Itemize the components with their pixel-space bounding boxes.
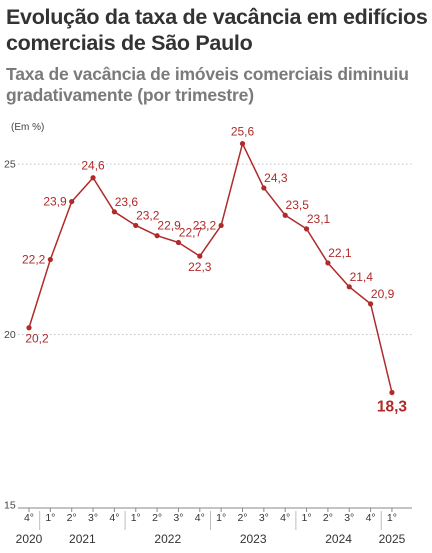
data-label: 25,6 (231, 125, 255, 139)
data-label: 22,1 (328, 246, 352, 260)
year-label: 2024 (325, 532, 352, 546)
x-tick-label: 4° (24, 512, 34, 524)
data-point (26, 325, 32, 331)
data-point (90, 175, 96, 181)
data-label: 24,6 (81, 159, 105, 173)
data-point (325, 260, 331, 266)
year-label: 2025 (379, 532, 406, 546)
year-label: 2021 (69, 532, 96, 546)
x-tick-label: 1° (45, 512, 55, 524)
x-tick-label: 2° (237, 512, 247, 524)
year-label: 2022 (154, 532, 181, 546)
x-tick-label: 3° (344, 512, 354, 524)
data-label: 23,5 (286, 198, 310, 212)
data-label: 20,9 (371, 287, 395, 301)
data-label: 23,2 (193, 218, 217, 232)
data-label: 21,4 (350, 270, 374, 284)
data-label: 22,7 (179, 226, 203, 240)
data-point (175, 239, 182, 246)
data-label: 23,1 (307, 212, 331, 226)
data-point (389, 389, 395, 396)
data-point (303, 226, 310, 232)
data-label: 24,3 (264, 171, 288, 185)
year-label: 2023 (240, 532, 267, 546)
grid-lines (18, 163, 412, 336)
series-line-path (28, 142, 393, 393)
x-tick-label: 2° (152, 512, 162, 524)
data-point (111, 209, 117, 215)
year-label: 2020 (16, 532, 43, 546)
x-tick-label: 3° (173, 512, 183, 524)
chart-subtitle: Taxa de vacância de imóveis comerciais d… (6, 64, 409, 105)
data-label: 22,9 (157, 219, 181, 233)
data-point (69, 198, 75, 205)
data-label: 22,2 (22, 253, 46, 267)
data-point (218, 222, 224, 229)
data-label: 23,6 (115, 195, 139, 209)
data-point (197, 253, 203, 259)
data-point (239, 141, 246, 147)
y-tick-labels: 15 20 25 (4, 159, 16, 512)
data-label: 20,2 (25, 332, 49, 346)
x-tick-label: 1° (131, 512, 141, 524)
x-tick-label: 1° (387, 512, 397, 524)
data-label: 23,2 (136, 208, 160, 222)
data-label: 22,3 (188, 260, 212, 274)
data-point (47, 256, 53, 263)
x-tick-label: 2° (323, 512, 333, 524)
x-tick-label: 1° (216, 512, 226, 524)
series-line (28, 142, 393, 393)
x-tick-label: 3° (88, 512, 98, 524)
x-tick-label: 3° (259, 512, 269, 524)
x-tick-label: 4° (280, 512, 290, 524)
data-labels: 20,222,223,924,623,623,222,922,722,323,2… (22, 125, 407, 416)
y-tick-label: 15 (4, 500, 16, 512)
y-tick-label: 20 (4, 329, 16, 341)
data-point (368, 301, 374, 307)
x-tick-label: 1° (302, 512, 312, 524)
data-point (282, 212, 288, 218)
chart-title: Evolução da taxa de vacância em edifício… (6, 5, 428, 55)
y-axis-unit-label: (Em %) (11, 122, 45, 133)
data-points (26, 141, 395, 396)
x-tick-labels: 4° 1° 2° 3° 4° 1° 2° 3° 4° 1° 2° 3° 4° 1° 2° 3° 4° 1° (24, 508, 397, 524)
year-labels: 2020 2021 2022 2023 2024 2025 (16, 511, 406, 546)
y-tick-label: 25 (4, 159, 16, 171)
x-tick-label: 2° (67, 512, 77, 524)
data-label: 23,9 (43, 195, 67, 209)
data-point (133, 222, 139, 229)
data-point (346, 284, 352, 290)
data-point (154, 233, 160, 239)
data-label-highlight: 18,3 (377, 399, 408, 416)
x-tick-label: 4° (195, 512, 205, 524)
x-tick-label: 4° (109, 512, 119, 524)
x-tick-label: 4° (366, 512, 376, 524)
data-point (261, 185, 267, 191)
